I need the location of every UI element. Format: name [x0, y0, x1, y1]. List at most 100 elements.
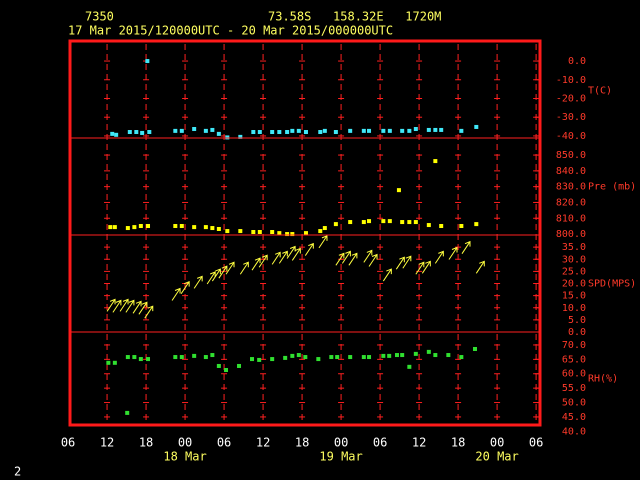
x-tick-label: 12	[100, 436, 114, 450]
data-point	[400, 128, 405, 133]
data-point	[237, 363, 242, 368]
data-point	[146, 223, 151, 228]
data-point	[257, 229, 262, 234]
data-point	[472, 346, 477, 351]
data-point	[367, 128, 372, 133]
wind-arrow	[341, 250, 351, 264]
wind-arrow	[251, 257, 261, 271]
data-point	[407, 128, 412, 133]
wind-arrow	[106, 298, 116, 312]
x-tick-label: 00	[178, 436, 192, 450]
data-point	[426, 127, 431, 132]
data-point	[147, 130, 152, 135]
x-tick-label: 00	[490, 436, 504, 450]
data-point	[216, 131, 221, 136]
y-tick-label: 45.0	[562, 412, 586, 423]
data-point	[387, 353, 392, 358]
data-point	[407, 364, 412, 369]
wind-arrow	[206, 271, 216, 285]
data-point	[285, 232, 290, 237]
y-tick-label: 55.0	[562, 383, 586, 394]
x-tick-label: 00	[334, 436, 348, 450]
data-point	[112, 225, 117, 230]
data-point	[106, 360, 111, 365]
page-number: 2	[14, 465, 21, 479]
x-tick-label: 18	[451, 436, 465, 450]
data-point	[132, 355, 137, 360]
data-point	[400, 353, 405, 358]
wind-arrow	[286, 245, 296, 259]
data-point	[238, 134, 243, 139]
wind-arrow	[304, 242, 314, 256]
wind-arrow	[112, 299, 122, 313]
data-point	[251, 229, 256, 234]
data-point	[238, 229, 243, 234]
x-tick-label: 18	[139, 436, 153, 450]
y-tick-label: 810.0	[556, 213, 586, 224]
station-location: 73.58S 158.32E 1720M	[268, 10, 441, 24]
wind-arrow	[415, 261, 425, 275]
y-tick-label: -30.0	[556, 112, 586, 123]
y-axis-label: RH(%)	[588, 374, 618, 385]
data-point	[474, 124, 479, 129]
data-point	[367, 355, 372, 360]
station-id: 7350	[85, 10, 114, 24]
data-point	[296, 128, 301, 133]
data-point	[316, 357, 321, 362]
wind-arrow	[193, 275, 203, 289]
data-point	[257, 357, 262, 362]
data-point	[179, 128, 184, 133]
y-tick-label: 0.0	[568, 56, 586, 67]
wind-arrow	[421, 260, 431, 274]
data-point	[270, 130, 275, 135]
data-point	[127, 130, 132, 135]
data-point	[446, 353, 451, 358]
data-point	[322, 128, 327, 133]
data-point	[270, 229, 275, 234]
y-tick-label: 50.0	[562, 398, 586, 409]
data-point	[303, 130, 308, 135]
x-tick-label: 06	[61, 436, 75, 450]
data-point	[192, 225, 197, 230]
data-point	[138, 223, 143, 228]
data-point	[125, 355, 130, 360]
data-point	[433, 127, 438, 132]
data-point	[303, 355, 308, 360]
data-point	[290, 128, 295, 133]
data-point	[203, 128, 208, 133]
data-point	[426, 349, 431, 354]
data-point	[192, 353, 197, 358]
data-point	[125, 410, 130, 415]
y-tick-label: 10.0	[562, 303, 586, 314]
data-point	[439, 223, 444, 228]
data-point	[257, 130, 262, 135]
wind-arrow	[363, 249, 373, 263]
data-point	[387, 128, 392, 133]
y-tick-label: 840.0	[556, 166, 586, 177]
wind-arrow	[218, 265, 228, 279]
data-point	[203, 355, 208, 360]
data-point	[179, 355, 184, 360]
data-point	[225, 229, 230, 234]
data-point	[285, 130, 290, 135]
data-point	[367, 219, 372, 224]
data-point	[474, 222, 479, 227]
data-point	[459, 128, 464, 133]
data-point	[290, 232, 295, 237]
time-period: 17 Mar 2015/120000UTC - 20 Mar 2015/0000…	[68, 24, 393, 38]
data-point	[407, 220, 412, 225]
wind-arrow	[318, 235, 328, 249]
wind-arrow	[258, 254, 268, 268]
data-point	[132, 225, 137, 230]
y-tick-label: 30.0	[562, 254, 586, 265]
data-point	[394, 353, 399, 358]
y-tick-label: 60.0	[562, 369, 586, 380]
data-point	[413, 127, 418, 132]
data-point	[439, 127, 444, 132]
wind-arrow	[239, 261, 249, 275]
y-axis-label: Pre (mb)	[588, 182, 636, 193]
y-tick-label: 800.0	[556, 229, 586, 240]
y-tick-label: 70.0	[562, 340, 586, 351]
data-point	[146, 357, 151, 362]
